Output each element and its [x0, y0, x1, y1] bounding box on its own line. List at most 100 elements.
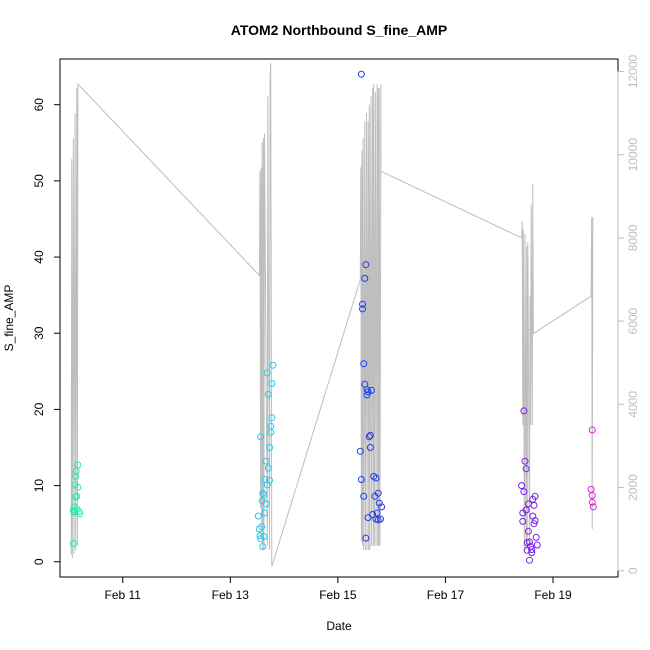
x-tick-label: Feb 11: [105, 588, 142, 602]
data-point: [259, 489, 267, 497]
data-point: [360, 360, 368, 368]
data-point: [528, 549, 536, 557]
series-line: [70, 63, 594, 567]
data-point: [264, 464, 272, 472]
y2-tick-label: 2000: [626, 474, 640, 501]
data-point: [260, 533, 268, 541]
data-point: [361, 274, 369, 282]
data-point: [268, 380, 276, 387]
data-point: [365, 433, 373, 441]
y-tick-label: 0: [32, 558, 46, 565]
data-point: [366, 444, 374, 451]
data-point: [373, 509, 381, 517]
data-point: [269, 361, 277, 369]
data-point: [369, 511, 377, 518]
data-point: [254, 512, 262, 520]
y-tick-label: 40: [32, 250, 46, 264]
data-point: [520, 488, 528, 496]
data-point: [357, 476, 365, 483]
data-point: [263, 369, 271, 377]
chart-title: ATOM2 Northbound S_fine_AMP: [231, 22, 447, 38]
data-point: [588, 492, 596, 499]
data-point: [366, 431, 374, 439]
data-point: [72, 472, 80, 480]
data-point: [359, 300, 366, 308]
data-point: [363, 391, 371, 399]
data-point: [74, 483, 82, 491]
data-point: [530, 501, 538, 509]
data-point: [255, 525, 263, 533]
data-point: [262, 500, 270, 508]
data-point: [257, 433, 265, 441]
data-point: [526, 556, 533, 564]
data-point: [72, 467, 80, 475]
data-point: [362, 261, 370, 269]
y-tick-label: 60: [32, 98, 46, 112]
data-point: [73, 492, 81, 500]
y-tick-label: 20: [32, 402, 46, 416]
y2-tick-label: 0: [626, 567, 640, 574]
data-point: [588, 426, 596, 434]
data-point: [267, 428, 275, 436]
data-point: [72, 493, 80, 501]
data-point: [261, 509, 268, 517]
data-point: [256, 532, 264, 540]
data-point: [364, 388, 372, 396]
data-point: [69, 540, 77, 547]
data-point: [372, 474, 380, 482]
data-point: [375, 499, 383, 507]
data-point: [258, 523, 266, 531]
y2-tick-label: 10000: [626, 138, 640, 172]
data-point: [359, 305, 366, 313]
data-point: [526, 538, 533, 546]
data-point: [520, 407, 528, 415]
x-tick-label: Feb 19: [534, 588, 572, 602]
data-point: [70, 508, 78, 515]
data-point: [518, 482, 526, 490]
data-point: [519, 517, 527, 525]
data-point: [522, 506, 530, 514]
data-point: [266, 476, 273, 484]
data-point: [378, 503, 386, 511]
data-point: [522, 465, 530, 473]
points-layer: [69, 70, 597, 564]
y-tick-label: 50: [32, 174, 46, 188]
y2-tick-label: 4000: [626, 391, 640, 418]
y-tick-label: 10: [32, 479, 46, 493]
x-tick-label: Feb 13: [212, 588, 250, 602]
x-axis-title: Date: [326, 619, 352, 633]
data-point: [521, 457, 529, 465]
data-point: [362, 534, 370, 542]
data-point: [264, 390, 272, 398]
y2-tick-label: 8000: [626, 224, 640, 251]
y-tick-label: 30: [32, 326, 46, 340]
data-point: [266, 444, 273, 451]
data-point: [531, 492, 539, 500]
data-point: [262, 457, 270, 465]
data-point: [531, 517, 539, 525]
data-point: [259, 543, 267, 550]
data-point: [533, 541, 541, 549]
data-point: [360, 492, 368, 500]
data-point: [356, 447, 364, 455]
x-tick-label: Feb 17: [427, 588, 465, 602]
data-point: [588, 498, 596, 506]
data-point: [74, 461, 82, 469]
data-point: [530, 520, 538, 528]
data-point: [368, 386, 375, 394]
x-tick-label: Feb 15: [319, 588, 357, 602]
data-point: [374, 489, 382, 497]
data-point: [587, 485, 595, 493]
data-point: [528, 546, 536, 554]
data-point: [524, 527, 532, 535]
data-point: [377, 515, 384, 523]
line-series: [70, 63, 594, 567]
data-point: [532, 533, 540, 541]
data-point: [71, 503, 79, 511]
data-point: [260, 491, 268, 499]
y-axis-title: S_fine_AMP: [2, 285, 16, 352]
axes: Feb 11 Feb 13 Feb 15 Feb 17 Feb 19 0 10 20 30 40 5…: [32, 54, 640, 602]
data-point: [357, 70, 365, 78]
data-point: [589, 503, 597, 511]
